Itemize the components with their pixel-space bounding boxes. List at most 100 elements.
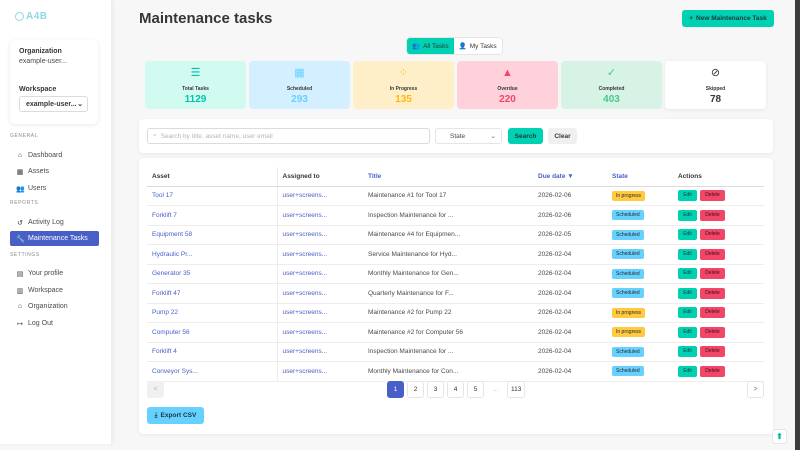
edit-button[interactable]: Edit xyxy=(678,346,697,358)
sidebar-item-assets[interactable]: ▦ Assets xyxy=(10,164,99,179)
page-button-2[interactable]: 2 xyxy=(407,381,424,398)
state-select[interactable]: State ⌄ xyxy=(435,128,502,144)
sidebar-item-maintenance-tasks[interactable]: 🔧 Maintenance Tasks xyxy=(10,231,99,246)
stat-card-completed[interactable]: ✓ Completed 403 xyxy=(561,61,662,109)
home-icon: ⌂ xyxy=(17,152,23,159)
app-logo[interactable]: A4B xyxy=(15,11,48,22)
stat-card-in-progress[interactable]: ⁘ In Progress 135 xyxy=(353,61,454,109)
edit-button[interactable]: Edit xyxy=(678,190,697,202)
export-csv-button[interactable]: ⤓ Export CSV xyxy=(147,407,204,424)
sidebar-item-label: Maintenance Tasks xyxy=(28,235,88,242)
edit-button[interactable]: Edit xyxy=(678,326,697,338)
delete-button[interactable]: Delete xyxy=(700,229,725,241)
table-row: Forklift 7 user+screens... Inspection Ma… xyxy=(147,205,764,226)
delete-button[interactable]: Delete xyxy=(700,287,725,299)
asset-link[interactable]: Equipment 58 xyxy=(152,231,193,239)
cell-assigned-to: user+screens... xyxy=(276,205,363,226)
sidebar-item-activity-log[interactable]: ↺ Activity Log xyxy=(10,215,99,230)
stat-card-overdue[interactable]: ▲ Overdue 220 xyxy=(457,61,558,109)
delete-button[interactable]: Delete xyxy=(700,190,725,202)
plus-icon: + xyxy=(689,15,694,22)
assignee-link[interactable]: user+screens... xyxy=(282,367,328,375)
page-button-1[interactable]: 1 xyxy=(387,381,404,398)
edit-button[interactable]: Edit xyxy=(678,268,697,280)
sidebar-item-your-profile[interactable]: ▤ Your profile xyxy=(10,266,99,281)
state-badge: Scheduled xyxy=(612,346,644,357)
stat-label: In Progress xyxy=(389,86,418,92)
stat-card-scheduled[interactable]: ▦ Scheduled 293 xyxy=(249,61,350,109)
edit-button[interactable]: Edit xyxy=(678,307,697,319)
asset-link[interactable]: Computer 56 xyxy=(152,328,190,336)
download-icon: ⤓ xyxy=(154,411,158,419)
edit-button[interactable]: Edit xyxy=(678,365,697,377)
state-badge: In progress xyxy=(612,327,646,338)
asset-link[interactable]: Tool 17 xyxy=(152,192,173,200)
assignee-link[interactable]: user+screens... xyxy=(282,348,328,356)
cell-actions: Edit Delete xyxy=(673,244,764,265)
scroll-to-top-button[interactable]: ⬆ xyxy=(772,429,787,444)
sidebar-item-label: Dashboard xyxy=(28,152,63,159)
chevron-down-icon: ⌄ xyxy=(490,133,496,140)
asset-link[interactable]: Pump 22 xyxy=(152,309,179,317)
page-button-5[interactable]: 5 xyxy=(467,381,484,398)
column-header-title[interactable]: Title xyxy=(363,167,533,187)
asset-link[interactable]: Forklift 7 xyxy=(152,211,177,219)
delete-button[interactable]: Delete xyxy=(700,365,725,377)
assignee-link[interactable]: user+screens... xyxy=(282,289,328,297)
my-tasks-button[interactable]: 👤 My Tasks xyxy=(453,38,502,54)
sidebar-item-organization[interactable]: ⌂ Organization xyxy=(10,299,99,314)
cell-assigned-to: user+screens... xyxy=(276,303,363,323)
edit-button[interactable]: Edit xyxy=(678,209,697,221)
delete-button[interactable]: Delete xyxy=(700,209,725,221)
asset-link[interactable]: Forklift 47 xyxy=(152,289,181,297)
edit-button[interactable]: Edit xyxy=(678,248,697,260)
delete-button[interactable]: Delete xyxy=(700,346,725,358)
column-header-due-date[interactable]: Due date ▼ xyxy=(533,167,607,187)
stat-label: Total Tasks xyxy=(182,86,209,92)
assignee-link[interactable]: user+screens... xyxy=(282,309,328,317)
all-tasks-button[interactable]: 👥 All Tasks xyxy=(407,38,454,54)
stat-card-skipped[interactable]: ⊘ Skipped 78 xyxy=(665,61,766,109)
new-maintenance-task-button[interactable]: + New Maintenance Task xyxy=(682,10,774,27)
sidebar-item-dashboard[interactable]: ⌂ Dashboard xyxy=(10,148,99,163)
cell-title: Quarterly Maintenance for F... xyxy=(363,283,533,304)
delete-button[interactable]: Delete xyxy=(700,268,725,280)
delete-button[interactable]: Delete xyxy=(700,248,725,260)
pagination-next-button[interactable]: > xyxy=(747,381,764,398)
assignee-link[interactable]: user+screens... xyxy=(282,250,328,258)
asset-link[interactable]: Conveyor Sys... xyxy=(152,367,198,375)
search-input[interactable]: ⌕ Search by title, asset name, user emai… xyxy=(147,128,430,144)
sidebar-item-users[interactable]: 👥 Users xyxy=(10,181,99,196)
assignee-link[interactable]: user+screens... xyxy=(282,211,328,219)
edit-button[interactable]: Edit xyxy=(678,229,697,241)
stat-card-total-tasks[interactable]: ☰ Total Tasks 1129 xyxy=(145,61,246,109)
cell-due-date: 2026-02-04 xyxy=(533,264,607,284)
column-header-state[interactable]: State xyxy=(607,167,673,187)
sidebar-item-label: Workspace xyxy=(28,287,63,294)
pagination-previous-button[interactable]: < xyxy=(147,381,164,398)
workspace-select[interactable]: example-user... ⌄ xyxy=(19,96,88,112)
page-button-last[interactable]: 113 xyxy=(507,381,526,398)
search-button[interactable]: Search xyxy=(508,128,543,144)
asset-link[interactable]: Forklift 4 xyxy=(152,348,177,356)
assignee-link[interactable]: user+screens... xyxy=(282,231,328,239)
check-icon: ✓ xyxy=(606,67,617,79)
assignee-link[interactable]: user+screens... xyxy=(282,270,328,278)
cell-state: In progress xyxy=(607,303,673,323)
edit-button[interactable]: Edit xyxy=(678,287,697,299)
cell-actions: Edit Delete xyxy=(673,225,764,245)
assignee-link[interactable]: user+screens... xyxy=(282,192,328,200)
window-scrollbar[interactable] xyxy=(795,0,800,450)
page-button-3[interactable]: 3 xyxy=(427,381,444,398)
page-button-4[interactable]: 4 xyxy=(447,381,464,398)
sidebar-item-label: Users xyxy=(28,185,47,192)
assignee-link[interactable]: user+screens... xyxy=(282,328,328,336)
asset-link[interactable]: Hydraulic Pr... xyxy=(152,250,193,258)
clear-button[interactable]: Clear xyxy=(548,128,577,144)
id-card-icon: ▤ xyxy=(16,270,24,278)
asset-link[interactable]: Generator 35 xyxy=(152,270,191,278)
sidebar-item-workspace[interactable]: ▥ Workspace xyxy=(10,283,99,298)
sidebar-item-log-out[interactable]: ↦ Log Out xyxy=(10,316,99,331)
delete-button[interactable]: Delete xyxy=(700,307,725,319)
delete-button[interactable]: Delete xyxy=(700,326,725,338)
